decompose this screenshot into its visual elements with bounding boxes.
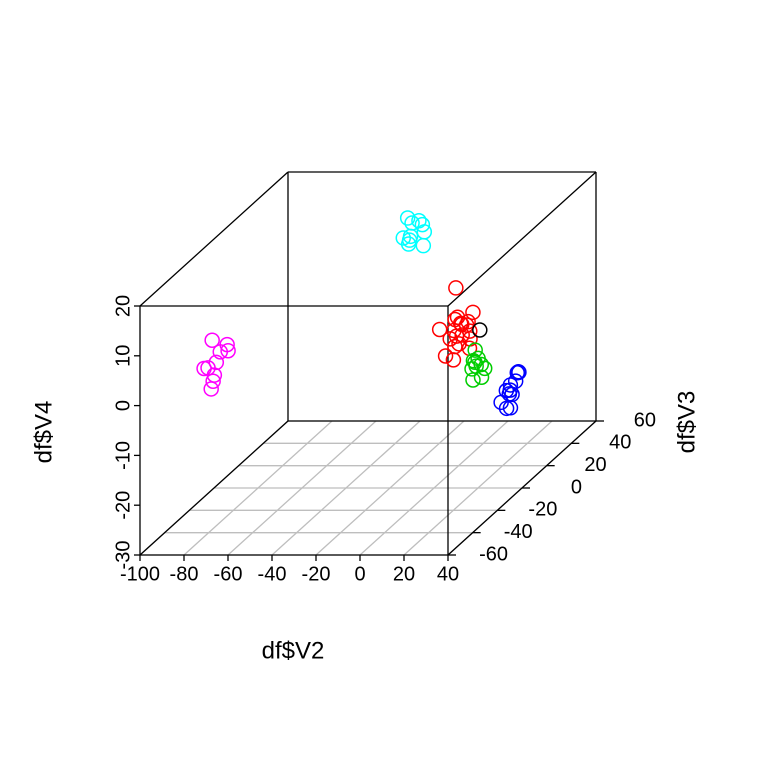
point [465,352,482,369]
y-tick-label: -60 [479,543,508,565]
y-tick-label: 60 [634,409,656,431]
z-axis-title: df$V4 [30,401,57,464]
point [206,367,223,383]
point [467,342,483,358]
point [442,331,458,347]
box-edge [139,171,289,307]
point [507,373,524,389]
point [437,348,454,364]
x-tick-label: 40 [437,563,459,585]
point [472,322,488,338]
point [415,237,432,254]
x-tick-label: -20 [302,563,331,585]
z-tick-label: -20 [112,491,134,520]
point [473,369,490,385]
y-tick-label: 20 [584,454,606,476]
point [467,354,483,371]
x-axis-title: df$V2 [262,637,325,664]
z-tick-label: 20 [112,295,134,317]
x-tick-label: -60 [214,563,243,585]
point [464,361,480,377]
point [204,332,220,349]
point [395,230,412,246]
x-tick-label: -80 [170,563,199,585]
point [431,321,448,338]
point [476,360,493,377]
z-tick-label: 10 [112,345,134,367]
point [208,354,225,371]
z-tick-label: -10 [112,441,134,470]
y-axis-title: df$V3 [673,391,700,454]
point [465,304,481,321]
z-tick-label: -30 [112,541,134,570]
point [510,363,527,380]
point [502,382,518,398]
point [414,216,431,233]
x-tick-label: 0 [354,563,365,585]
y-tick-label: -20 [528,499,557,521]
point [203,381,219,397]
point [460,313,476,330]
y-tick-label: 40 [609,432,631,454]
x-tick-label: 20 [393,563,415,585]
point [220,342,236,359]
x-tick-label: -40 [258,563,287,585]
y-tick-label: 0 [571,476,582,498]
point [445,352,462,368]
y-tick-label: -40 [504,521,533,543]
point [498,400,515,417]
box-edge [447,171,597,307]
box-edge [139,420,289,556]
point [399,210,416,226]
z-tick-label: 0 [112,400,134,411]
point [219,336,235,353]
point [205,373,221,389]
x-tick-label: -100 [120,563,160,585]
point [493,394,509,411]
point [465,372,481,388]
point [448,280,464,296]
point [404,215,420,231]
point [473,356,490,373]
